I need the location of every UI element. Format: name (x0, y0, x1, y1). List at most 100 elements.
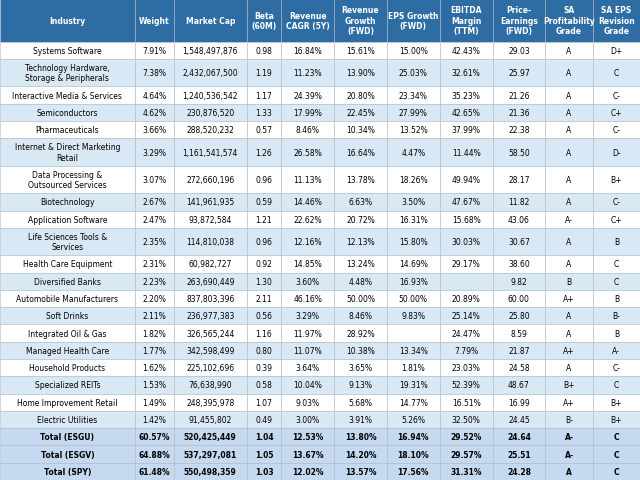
Bar (246, 290, 282, 308)
Text: 11.23%: 11.23% (293, 69, 322, 78)
Text: 342,598,499: 342,598,499 (186, 346, 234, 355)
Text: 2.11: 2.11 (256, 294, 273, 303)
Text: Household Products: Household Products (29, 363, 106, 372)
Text: Diversified Banks: Diversified Banks (34, 277, 101, 286)
Bar (0, 87, 135, 105)
Text: 2.11%: 2.11% (143, 312, 166, 321)
Text: 24.45: 24.45 (508, 415, 530, 424)
Text: C+: C+ (611, 215, 622, 224)
Bar (493, 87, 545, 105)
Bar (135, 445, 174, 463)
Text: 1,240,536,542: 1,240,536,542 (182, 91, 238, 100)
Bar (593, 60, 640, 87)
Text: 49.94%: 49.94% (452, 176, 481, 185)
Text: 2.31%: 2.31% (142, 260, 166, 269)
Text: A+: A+ (563, 294, 575, 303)
Bar (493, 43, 545, 60)
Bar (545, 308, 593, 325)
Bar (440, 60, 493, 87)
Bar (593, 105, 640, 122)
Bar (545, 376, 593, 394)
Text: 17.56%: 17.56% (397, 467, 429, 476)
Text: 24.39%: 24.39% (293, 91, 322, 100)
Text: 3.66%: 3.66% (142, 126, 166, 135)
Bar (545, 43, 593, 60)
Bar (246, 394, 282, 411)
Bar (282, 290, 334, 308)
Text: 0.58: 0.58 (255, 381, 273, 390)
Text: 37.99%: 37.99% (452, 126, 481, 135)
Bar (282, 0, 334, 43)
Bar (545, 411, 593, 428)
Text: B+: B+ (611, 398, 622, 407)
Bar (174, 376, 246, 394)
Text: B+: B+ (611, 415, 622, 424)
Bar (387, 87, 440, 105)
Bar (282, 60, 334, 87)
Text: A: A (566, 312, 572, 321)
Bar (493, 376, 545, 394)
Text: A: A (566, 148, 572, 157)
Bar (0, 394, 135, 411)
Text: 288,520,232: 288,520,232 (186, 126, 234, 135)
Bar (334, 359, 387, 376)
Text: A: A (566, 91, 572, 100)
Text: D+: D+ (610, 47, 623, 56)
Text: 25.51: 25.51 (507, 450, 531, 458)
Bar (282, 43, 334, 60)
Bar (174, 122, 246, 139)
Text: 3.65%: 3.65% (348, 363, 372, 372)
Bar (246, 273, 282, 290)
Bar (440, 411, 493, 428)
Bar (246, 376, 282, 394)
Text: 3.60%: 3.60% (296, 277, 320, 286)
Text: Systems Software: Systems Software (33, 47, 102, 56)
Bar (593, 167, 640, 194)
Bar (387, 256, 440, 273)
Text: 24.28: 24.28 (507, 467, 531, 476)
Text: 29.17%: 29.17% (452, 260, 481, 269)
Bar (593, 273, 640, 290)
Bar (282, 359, 334, 376)
Text: 2.67%: 2.67% (142, 198, 166, 207)
Text: 14.20%: 14.20% (345, 450, 376, 458)
Bar (440, 308, 493, 325)
Bar (334, 463, 387, 480)
Text: 3.64%: 3.64% (296, 363, 320, 372)
Text: A: A (566, 126, 572, 135)
Text: 15.00%: 15.00% (399, 47, 428, 56)
Text: 14.69%: 14.69% (399, 260, 428, 269)
Bar (387, 308, 440, 325)
Bar (135, 308, 174, 325)
Text: 76,638,990: 76,638,990 (189, 381, 232, 390)
Text: A-: A- (564, 450, 573, 458)
Text: B-: B- (612, 312, 620, 321)
Bar (334, 273, 387, 290)
Text: 9.82: 9.82 (511, 277, 527, 286)
Text: A-: A- (565, 215, 573, 224)
Bar (593, 359, 640, 376)
Text: 10.34%: 10.34% (346, 126, 375, 135)
Bar (440, 167, 493, 194)
Bar (440, 342, 493, 359)
Bar (0, 167, 135, 194)
Bar (593, 411, 640, 428)
Text: 91,455,802: 91,455,802 (189, 415, 232, 424)
Text: 9.13%: 9.13% (349, 381, 372, 390)
Text: 114,810,038: 114,810,038 (186, 238, 234, 247)
Bar (593, 211, 640, 228)
Text: 60,982,727: 60,982,727 (189, 260, 232, 269)
Bar (174, 194, 246, 211)
Text: 16.93%: 16.93% (399, 277, 428, 286)
Bar (282, 376, 334, 394)
Text: 47.67%: 47.67% (452, 198, 481, 207)
Text: C+: C+ (611, 108, 622, 118)
Bar (545, 359, 593, 376)
Text: 13.67%: 13.67% (292, 450, 324, 458)
Bar (135, 342, 174, 359)
Bar (387, 325, 440, 342)
Bar (545, 273, 593, 290)
Text: C-: C- (612, 363, 620, 372)
Text: SA EPS
Revision
Grade: SA EPS Revision Grade (598, 6, 635, 36)
Text: 26.58%: 26.58% (293, 148, 322, 157)
